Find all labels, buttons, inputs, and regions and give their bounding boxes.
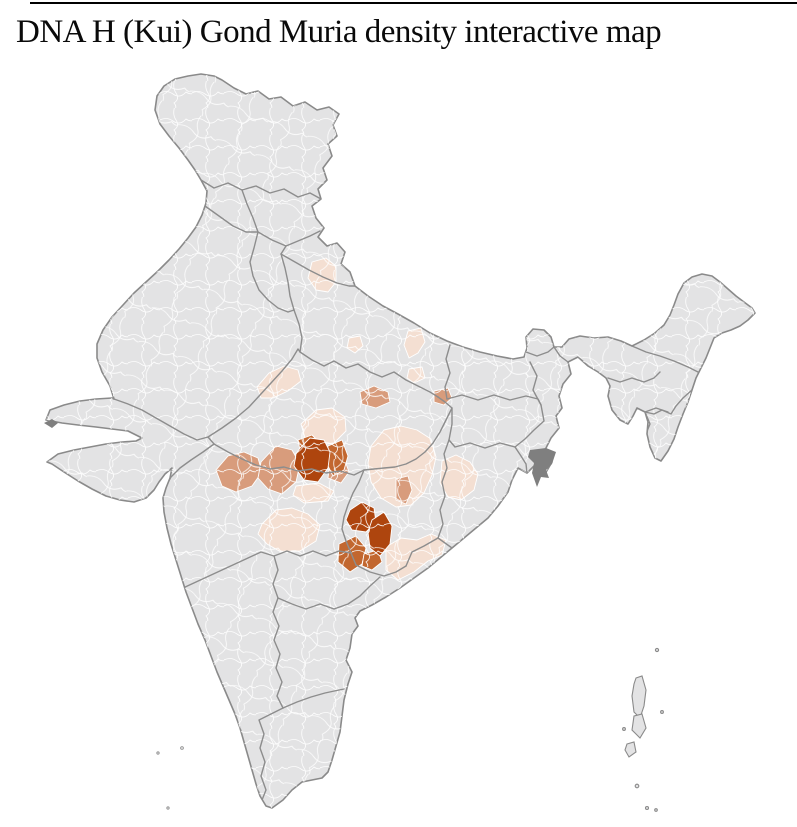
district-mesh <box>46 74 755 808</box>
lakshadweep-islands <box>156 746 184 810</box>
page-title: DNA H (Kui) Gond Muria density interacti… <box>16 14 662 50</box>
river-delta <box>528 448 556 487</box>
coastal-islet <box>44 419 58 428</box>
top-rule <box>30 2 797 4</box>
state-borders <box>113 179 715 801</box>
andaman-nicobar-islands <box>622 647 664 812</box>
